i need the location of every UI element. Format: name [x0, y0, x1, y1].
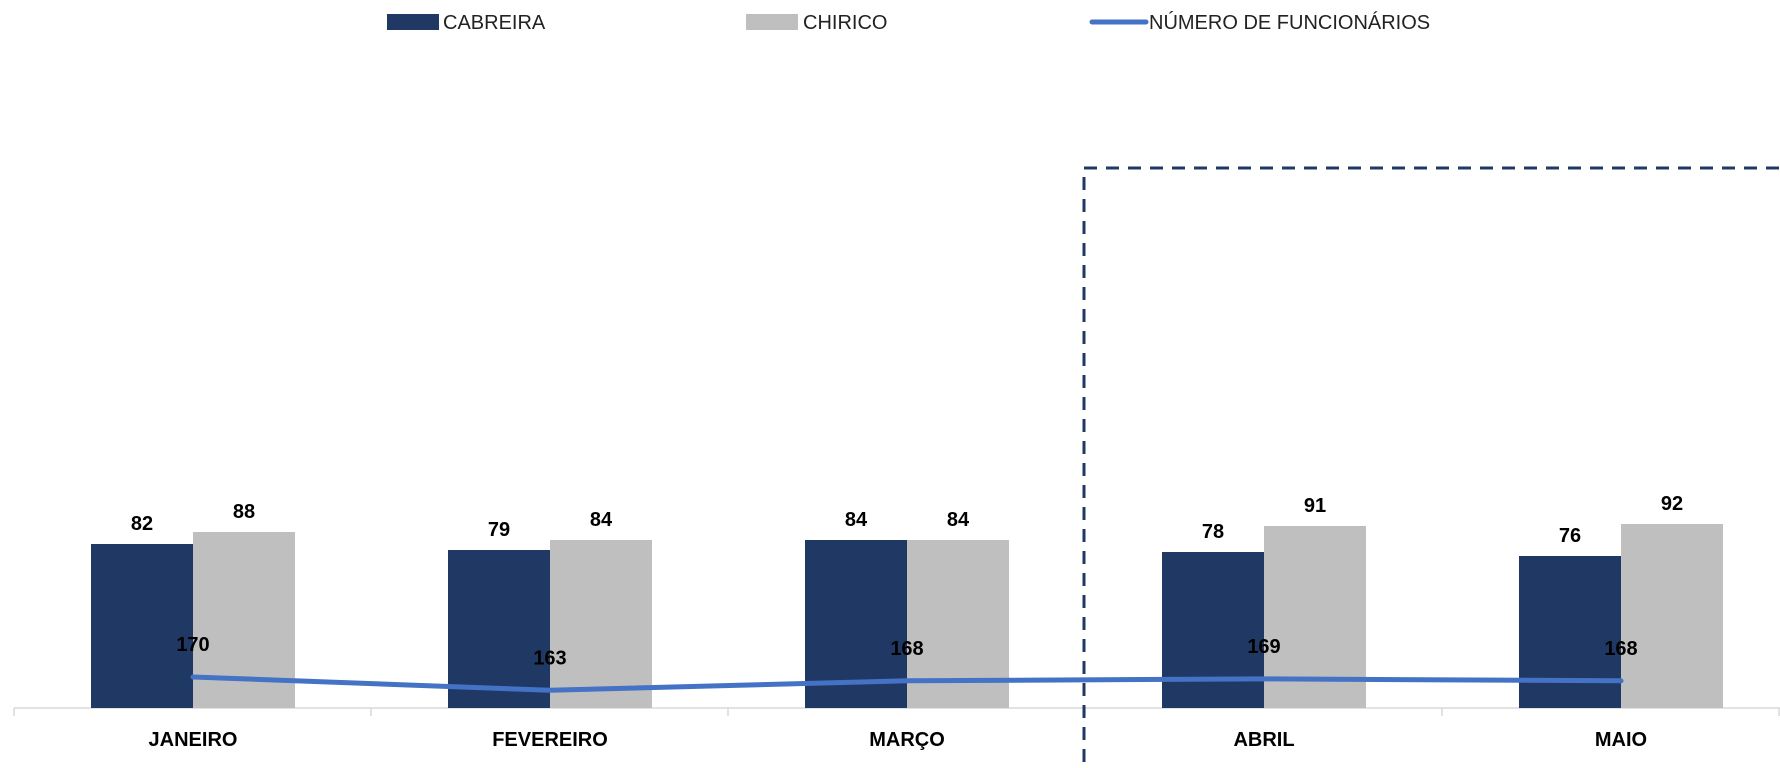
- data-label-chirico-maio: 92: [1661, 493, 1683, 515]
- x-tick-label-fevereiro: FEVEREIRO: [492, 729, 608, 751]
- data-label-numero-de-funcionarios-marco: 168: [890, 638, 923, 660]
- x-tick-label-marco: MARÇO: [869, 729, 945, 751]
- x-tick-label-janeiro: JANEIRO: [149, 729, 238, 751]
- data-label-numero-de-funcionarios-janeiro: 170: [176, 634, 209, 656]
- legend-swatch-cabreira: [387, 14, 439, 30]
- bar-cabreira-janeiro: [91, 544, 193, 708]
- x-tick-label-maio: MAIO: [1595, 729, 1647, 751]
- data-label-cabreira-marco: 84: [845, 509, 868, 531]
- bar-cabreira-fevereiro: [448, 550, 550, 708]
- legend-label-chirico: CHIRICO: [803, 12, 887, 34]
- x-tick-label-abril: ABRIL: [1233, 729, 1294, 751]
- data-label-numero-de-funcionarios-fevereiro: 163: [533, 647, 566, 669]
- data-label-cabreira-maio: 76: [1559, 525, 1581, 547]
- legend-swatch-chirico: [746, 14, 798, 30]
- data-label-cabreira-abril: 78: [1202, 521, 1224, 543]
- data-label-cabreira-fevereiro: 79: [488, 519, 510, 541]
- legend-label-numero-de-funcionarios: NÚMERO DE FUNCIONÁRIOS: [1149, 11, 1430, 34]
- legend-item-cabreira: CABREIRA: [387, 12, 546, 34]
- bar-chirico-fevereiro: [550, 540, 652, 708]
- data-label-numero-de-funcionarios-maio: 168: [1604, 638, 1637, 660]
- highlight-box: [1082, 166, 1779, 768]
- data-label-chirico-janeiro: 88: [233, 501, 255, 523]
- data-label-chirico-fevereiro: 84: [590, 509, 613, 531]
- legend-item-numero-de-funcionarios: NÚMERO DE FUNCIONÁRIOS: [1089, 11, 1430, 34]
- plot-area: 82 88 JANEIRO 79 84 FEVEREIRO 84 84 MARÇO 78 91 ABR…: [13, 166, 1780, 768]
- legend: CABREIRA CHIRICO NÚMERO DE FUNCIONÁRIOS: [387, 11, 1430, 34]
- data-label-chirico-abril: 91: [1304, 495, 1326, 517]
- bar-cabreira-abril: [1162, 552, 1264, 708]
- bar-chirico-maio: [1621, 524, 1723, 708]
- line-numero-de-funcionarios: [190, 674, 1624, 693]
- legend-label-cabreira: CABREIRA: [443, 12, 546, 34]
- legend-item-chirico: CHIRICO: [746, 12, 887, 34]
- data-label-cabreira-janeiro: 82: [131, 513, 153, 535]
- data-label-chirico-marco: 84: [947, 509, 970, 531]
- data-label-numero-de-funcionarios-abril: 169: [1247, 636, 1280, 658]
- bar-cabreira-maio: [1519, 556, 1621, 708]
